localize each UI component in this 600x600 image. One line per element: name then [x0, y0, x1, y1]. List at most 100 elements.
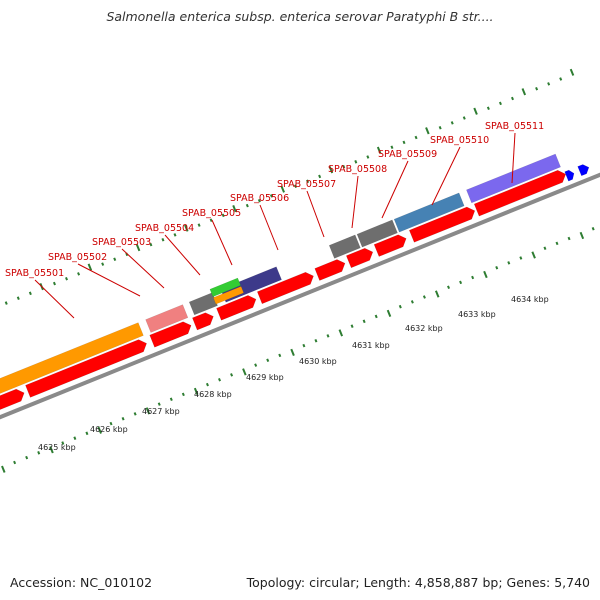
- kbp-label: 4626 kbp: [90, 425, 128, 434]
- outer-tick: [342, 164, 346, 169]
- outer-tick: [547, 82, 551, 86]
- inner-tick: [266, 358, 270, 363]
- gene-label-spab-05509[interactable]: SPAB_05509: [378, 149, 437, 160]
- kbp-label: 4628 kbp: [194, 390, 232, 399]
- cds-arrow-5[interactable]: [216, 295, 257, 321]
- inner-tick: [73, 436, 77, 440]
- accession-text: Accession: NC_010102: [10, 575, 153, 590]
- label-leader-lines: [34, 132, 516, 319]
- cds-arrow-3[interactable]: [149, 321, 192, 348]
- gene-spab-05504-orange[interactable]: [212, 286, 245, 305]
- inner-tick: [314, 339, 318, 343]
- cds-arrow-8[interactable]: [345, 247, 374, 269]
- outer-tick: [113, 257, 117, 261]
- kbp-label: 4625 kbp: [38, 443, 76, 452]
- inner-tick: [157, 402, 161, 406]
- outer-tick: [65, 276, 69, 281]
- inner-tick: [49, 446, 54, 454]
- gene-label-spab-05501[interactable]: SPAB_05501: [5, 268, 64, 279]
- gene-spab-05507[interactable]: [328, 234, 361, 259]
- gene-label-spab-05504[interactable]: SPAB_05504: [135, 223, 194, 234]
- leader-line: [121, 248, 165, 289]
- inner-tick: [326, 334, 330, 338]
- gene-label-spab-05502[interactable]: SPAB_05502: [48, 252, 107, 263]
- gene-label-spab-05506[interactable]: SPAB_05506: [230, 193, 289, 204]
- inner-tick: [218, 377, 222, 382]
- gene-spab-05502[interactable]: [145, 304, 189, 333]
- outer-tick: [184, 224, 189, 232]
- outer-tick: [257, 199, 261, 203]
- inner-tick: [567, 236, 571, 241]
- inner-tick: [519, 256, 523, 260]
- inner-tick: [133, 412, 137, 416]
- inner-tick: [242, 368, 247, 376]
- kbp-label: 4630 kbp: [299, 357, 337, 366]
- gene-label-spab-05503[interactable]: SPAB_05503: [92, 237, 151, 248]
- gene-label-spab-05505[interactable]: SPAB_05505: [182, 208, 241, 219]
- outer-tick: [77, 272, 81, 276]
- inner-tick: [13, 460, 17, 465]
- outer-tick: [486, 106, 490, 111]
- outer-tick: [197, 223, 201, 227]
- gene-spab-05509[interactable]: [393, 192, 465, 233]
- gene-spab-05501[interactable]: [0, 322, 144, 396]
- gene-spab-05504-green[interactable]: [209, 277, 242, 298]
- inner-tick: [97, 426, 102, 434]
- cds-arrow-9[interactable]: [373, 234, 407, 257]
- inner-tick: [531, 251, 536, 259]
- cds-arrow-10[interactable]: [408, 206, 476, 243]
- rna-feature-2[interactable]: [577, 164, 590, 177]
- inner-tick-track: [1, 227, 595, 473]
- outer-tick: [450, 121, 454, 125]
- cds-arrow-7[interactable]: [314, 259, 346, 281]
- outer-tick: [473, 107, 478, 115]
- outer-tick: [87, 263, 93, 271]
- gene-spab-05508[interactable]: [356, 219, 398, 248]
- gene-label-spab-05508[interactable]: SPAB_05508: [328, 164, 387, 175]
- inner-tick: [386, 309, 392, 318]
- cds-arrow-1[interactable]: [0, 388, 25, 413]
- outer-tick: [438, 125, 442, 130]
- inner-tick: [543, 246, 547, 251]
- outer-tick: [16, 296, 20, 300]
- outer-tick: [318, 174, 322, 179]
- leader-line: [511, 132, 516, 184]
- inner-tick: [302, 343, 306, 348]
- kbp-label: 4632 kbp: [405, 324, 443, 333]
- leader-line: [381, 160, 409, 219]
- inner-tick: [230, 373, 234, 377]
- inner-tick: [145, 407, 151, 415]
- inner-tick: [1, 465, 6, 473]
- cds-arrow-6[interactable]: [256, 271, 314, 305]
- inner-tick: [362, 319, 366, 324]
- genome-summary-text: Topology: circular; Length: 4,858,887 bp…: [246, 575, 590, 590]
- inner-tick: [37, 451, 41, 455]
- cds-arrow-11[interactable]: [473, 170, 567, 217]
- gene-label-spab-05510[interactable]: SPAB_05510: [430, 135, 489, 146]
- inner-tick: [109, 421, 113, 426]
- outer-tick: [559, 77, 563, 81]
- outer-tick: [135, 244, 141, 252]
- leader-line: [77, 263, 141, 297]
- inner-tick: [374, 314, 378, 319]
- inner-tick: [254, 363, 258, 367]
- cds-arrow-4[interactable]: [192, 312, 214, 331]
- outer-tick: [280, 185, 285, 193]
- inner-tick: [193, 387, 199, 395]
- leader-line: [306, 190, 325, 238]
- kbp-label: 4629 kbp: [246, 373, 284, 382]
- outer-tick: [462, 116, 466, 120]
- cds-arrow-2[interactable]: [25, 339, 147, 398]
- kbp-label: 4633 kbp: [458, 310, 496, 319]
- gene-label-spab-05511[interactable]: SPAB_05511: [485, 121, 544, 132]
- inner-tick: [169, 397, 173, 401]
- gene-spab-05511[interactable]: [466, 153, 561, 204]
- outer-tick: [498, 101, 502, 106]
- inner-tick: [591, 227, 595, 231]
- rna-feature-1[interactable]: [564, 169, 575, 182]
- inner-tick: [459, 280, 463, 285]
- inner-tick: [422, 295, 426, 299]
- gene-label-spab-05507[interactable]: SPAB_05507: [277, 179, 336, 190]
